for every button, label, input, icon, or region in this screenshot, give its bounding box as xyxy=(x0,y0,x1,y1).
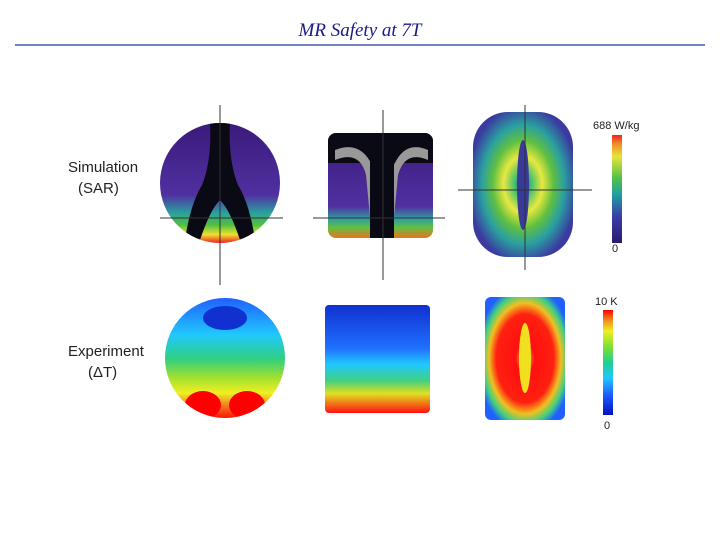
scale-min: 0 xyxy=(604,420,610,432)
row-unit: (SAR) xyxy=(78,180,119,197)
colorbar xyxy=(612,135,622,243)
temperature-map xyxy=(325,305,430,413)
scale-min: 0 xyxy=(612,243,618,255)
temperature-map xyxy=(519,323,531,393)
sar-map xyxy=(517,140,529,230)
sar-map xyxy=(328,133,433,238)
temperature-map xyxy=(165,298,285,418)
colorbar xyxy=(603,310,613,415)
scale-max: 688 W/kg xyxy=(593,120,639,132)
scale-max: 10 K xyxy=(595,296,618,308)
slide-title: MR Safety at 7T xyxy=(298,20,423,41)
row-label: Simulation xyxy=(68,159,138,176)
row-unit: (ΔT) xyxy=(88,364,117,381)
row-label: Experiment xyxy=(68,343,145,360)
